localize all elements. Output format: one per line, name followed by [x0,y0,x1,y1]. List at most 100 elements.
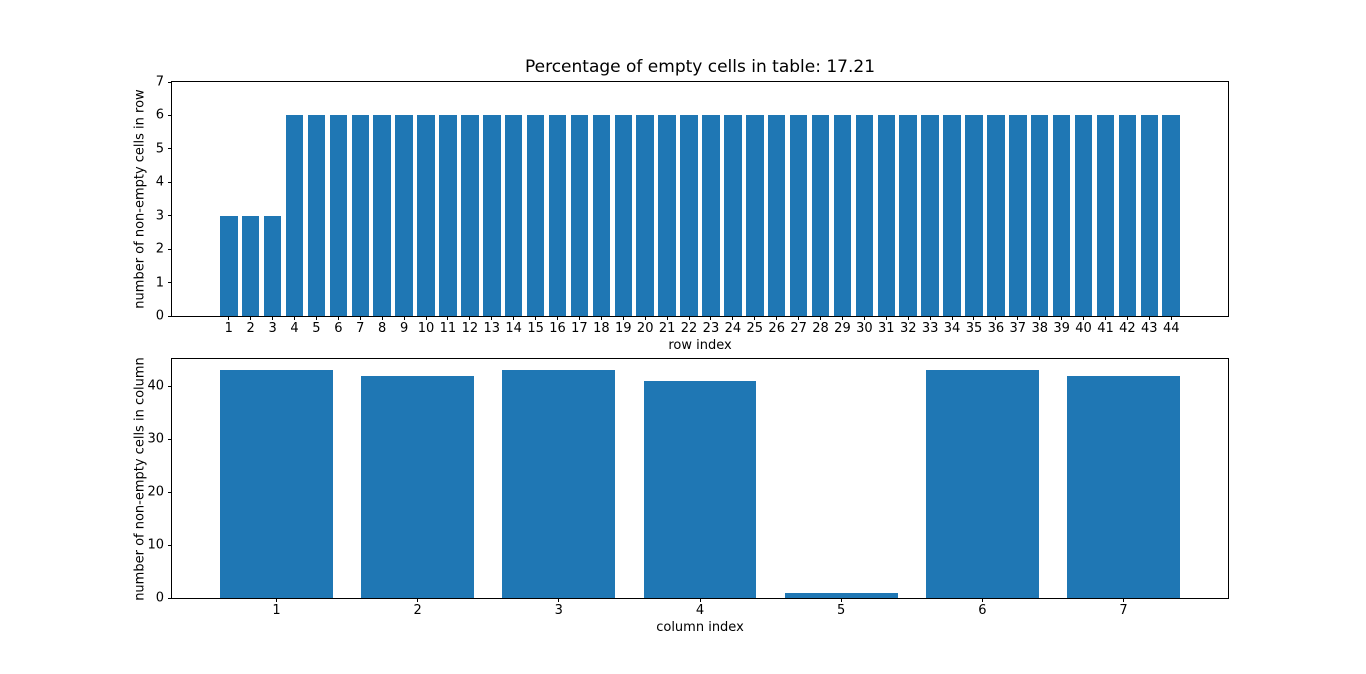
x-tick-label: 25 [746,321,764,336]
y-tick-mark [168,544,172,546]
bar [1118,115,1137,316]
bar [925,370,1039,598]
x-tick-label: 30 [856,321,873,336]
y-tick-label: 4 [155,174,164,190]
x-tick-label: 26 [768,321,785,336]
x-tick-mark [337,316,339,320]
chart-title: Percentage of empty cells in table: 17.2… [524,57,876,77]
x-tick-mark [557,316,559,320]
x-tick-mark [447,316,449,320]
x-tick-mark [907,316,909,320]
y-tick-mark [168,315,172,317]
x-tick-mark [381,316,383,320]
x-tick-mark [820,316,822,320]
plot-area-columns: 1 2 3 4 5 6 7 0 10 20 30 40 [147,358,1229,617]
x-tick-mark [359,316,361,320]
x-tick-mark [995,316,997,320]
x-tick-mark [250,316,252,320]
bar [241,215,260,316]
bar [811,115,830,316]
x-tick-label: 22 [680,321,698,336]
y-tick-label: 2 [155,241,164,257]
x-tick-label: 33 [921,321,939,336]
y-tick-label: 1 [155,275,164,291]
bar [767,115,786,316]
column-bar-chart-axes: number of non-empty cells in column colu… [133,357,1229,634]
x-tick-label: 19 [615,321,632,336]
x-tick-mark [294,316,296,320]
bar [987,115,1005,316]
x-tick-label: 18 [593,321,610,336]
y-tick-mark [168,491,172,493]
y-tick-mark [168,248,172,250]
bar [614,115,633,316]
x-tick-label: 15 [527,321,544,336]
x-tick-mark [622,316,624,320]
x-tick-label: 10 [417,321,435,336]
bar [461,115,479,316]
bar [943,115,961,316]
x-tick-mark [885,316,887,320]
x-tick-label: 9 [399,321,409,336]
bar [220,215,238,316]
x-tick-mark [1104,316,1106,320]
x-tick-label: 7 [356,321,365,336]
x-tick-mark [535,316,537,320]
y-tick-label: 10 [147,537,164,553]
x-tick-mark [600,316,602,320]
bar [1009,115,1027,316]
x-tick-mark [315,316,317,320]
y-tick-mark [168,597,172,599]
x-tick-mark [841,316,843,320]
x-tick-mark [973,316,975,320]
x-tick-mark [666,316,668,320]
x-tick-mark [272,316,274,320]
x-tick-mark [1126,316,1128,320]
bar [329,115,348,316]
bar [439,115,457,316]
bar [417,115,435,316]
y-tick-label: 40 [147,378,164,394]
x-tick-label: 13 [483,321,501,336]
x-tick-label: 42 [1119,321,1136,336]
bar [746,115,764,316]
x-tick-mark [1148,316,1150,320]
x-tick-mark [840,598,842,602]
bar [877,115,896,316]
bar [658,115,676,316]
bar [680,115,698,316]
bar [526,115,545,316]
bar [1140,115,1159,316]
x-tick-mark [776,316,778,320]
x-tick-label: 41 [1097,321,1114,336]
bar [784,592,898,598]
x-tick-mark [578,316,580,320]
x-tick-mark [754,316,756,320]
x-tick-label: 16 [549,321,566,336]
x-tick-label: 14 [505,321,522,336]
x-tick-mark [1123,598,1125,602]
y-tick-mark [168,81,172,83]
x-tick-label: 6 [978,603,987,618]
x-axis-label-rows: row index [668,338,732,353]
bar [351,115,370,316]
bar [592,115,611,316]
x-tick-mark [558,598,560,602]
x-tick-mark [710,316,712,320]
bar [263,215,282,316]
x-tick-label: 32 [899,321,917,336]
y-axis-label-columns: number of non-empty cells in column [132,356,148,601]
y-tick-label: 0 [155,308,164,324]
x-tick-label: 43 [1141,321,1158,336]
bar [724,115,742,316]
x-tick-label: 31 [878,321,895,336]
bar [789,115,808,316]
x-tick-label: 4 [290,321,299,336]
bar [899,115,917,316]
bar [361,375,475,598]
x-tick-label: 7 [1119,603,1128,618]
plot-area-rows: 1 2 3 4 5 6 7 8 9 10 11 12 13 14 15 16 17 18 19 20 21 22 23 24 2… [156,76,1229,335]
bar [395,115,413,316]
bar [1067,375,1180,598]
